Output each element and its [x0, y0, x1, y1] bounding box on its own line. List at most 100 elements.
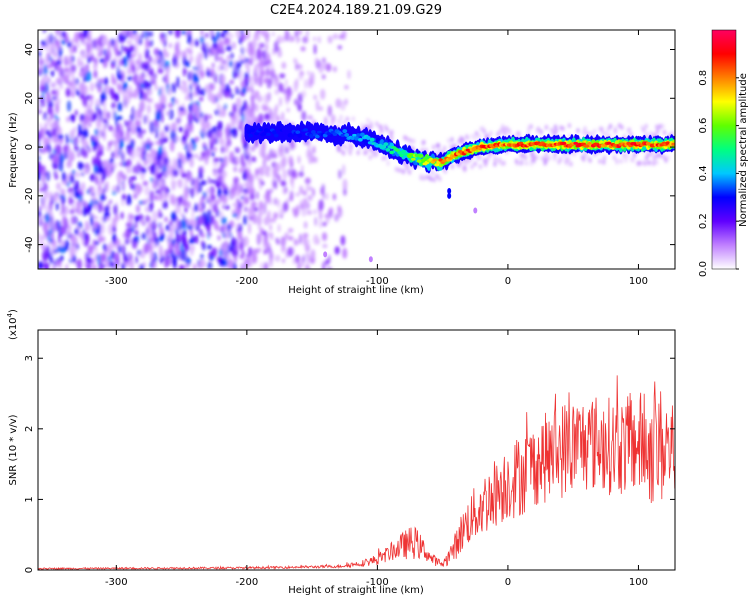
spectrogram-noise-cell — [187, 224, 193, 231]
spectrogram-noise-cell — [576, 128, 580, 134]
spectrogram-noise-cell — [187, 112, 193, 123]
spectrogram-noise-cell — [388, 130, 392, 136]
spectrogram-noise-cell — [532, 158, 536, 164]
spectrogram-noise-cell — [296, 36, 300, 44]
spectrogram-noise-cell — [191, 211, 195, 220]
spectrogram-noise-cell — [553, 152, 557, 158]
spectrogram-noise-cell — [302, 197, 308, 209]
spectrogram-noise-cell — [58, 152, 65, 164]
spectrogram-noise-cell — [146, 114, 150, 124]
spectrogram-noise-cell — [154, 236, 160, 246]
spectrogram-noise-cell — [565, 155, 569, 161]
spectrogram-ridge-cell — [340, 133, 346, 138]
colorbar-gradient — [711, 29, 737, 270]
spectrogram-noise-cell — [205, 196, 211, 201]
spectrogram-noise-cell — [217, 56, 223, 62]
spectrogram-noise-cell — [622, 152, 626, 158]
spectrogram-noise-cell — [146, 97, 152, 103]
spectrogram-noise-cell — [313, 94, 317, 100]
spectrogram-noise-cell — [158, 87, 162, 97]
spectrogram-noise-cell — [134, 220, 139, 229]
spectrogram-noise-cell — [149, 251, 154, 260]
spectrogram-noise-cell — [282, 186, 287, 195]
spectrogram-noise-cell — [123, 252, 127, 263]
spectrogram-noise-cell — [44, 82, 49, 95]
spectrogram-noise-cell — [56, 60, 62, 65]
spectrogram-noise-cell — [145, 197, 150, 203]
spectrogram-noise-cell — [84, 261, 88, 268]
spectrogram-noise-cell — [159, 159, 163, 171]
spectrogram-noise-cell — [161, 111, 164, 124]
spectrogram-noise-cell — [342, 178, 348, 190]
spectrogram-noise-cell — [155, 110, 161, 122]
spectrogram-noise-cell — [254, 63, 258, 74]
spectrogram-ridge-cell — [387, 145, 393, 149]
snr-panel: -300 -200 -100 0 100 0 1 2 3 Height of straight … — [6, 309, 676, 596]
spectrogram-noise-cell — [340, 148, 344, 154]
spectrogram-noise-cell — [342, 247, 348, 259]
spectrogram-noise-cell — [74, 78, 77, 90]
spectrogram-noise-cell — [232, 202, 239, 207]
spectrogram-noise-cell — [322, 243, 328, 249]
spectrogram-noise-cell — [94, 215, 98, 220]
spectrogram-noise-cell — [50, 70, 55, 77]
spectrogram-noise-cell — [188, 83, 193, 92]
spectrogram-noise-cell — [67, 100, 71, 112]
spectrogram-noise-cell — [216, 128, 223, 139]
spectrogram-noise-cell — [496, 131, 500, 137]
spectrogram-noise-cell — [82, 128, 89, 139]
spectrogram-noise-cell — [65, 263, 69, 269]
spectrogram-noise-cell — [217, 167, 224, 175]
spectrogram-noise-cell — [294, 98, 298, 106]
spectrogram-noise-cell — [289, 195, 293, 202]
spectrogram-noise-cell — [298, 171, 304, 178]
spectrogram-noise-cell — [213, 133, 217, 139]
spectrogram-noise-cell — [88, 148, 91, 153]
spectrogram-noise-cell — [249, 42, 252, 48]
spectrogram-noise-cell — [168, 220, 174, 227]
spectrogram-noise-cell — [631, 157, 635, 163]
spectrogram-noise-cell — [81, 53, 86, 60]
spectrogram-noise-cell — [100, 93, 104, 106]
spectrogram-noise-cell — [274, 254, 281, 262]
spectrogram-noise-cell — [79, 71, 84, 78]
spectrogram-noise-cell — [125, 30, 131, 38]
spectrogram-noise-cell — [125, 88, 129, 95]
spectrogram-noise-cell — [424, 174, 428, 180]
spectrogram-noise-cell — [265, 172, 271, 177]
spectrogram-noise-cell — [164, 216, 168, 223]
spectrogram-noise-cell — [119, 138, 124, 148]
spectrogram-noise-cell — [182, 154, 185, 166]
spectrogram-noise-cell — [609, 123, 612, 129]
spectrogram-noise-cell — [102, 206, 106, 213]
spectrogram-noise-cell — [211, 62, 215, 68]
spectrogram-noise-cell — [146, 88, 153, 96]
spectrogram-noise-cell — [199, 168, 203, 180]
spectrogram-noise-cell — [239, 167, 245, 173]
spectrogram-noise-cell — [250, 101, 256, 112]
spectrogram-noise-cell — [136, 145, 140, 153]
spectrogram-noise-cell — [661, 123, 665, 129]
spectrogram-noise-cell — [218, 258, 224, 267]
spectrogram-noise-cell — [39, 122, 42, 129]
spectrogram-noise-cell — [56, 261, 61, 266]
spectrogram-noise-cell — [379, 124, 383, 130]
spectrogram-noise-cell — [187, 33, 192, 45]
spectrogram-noise-cell — [167, 30, 174, 35]
spectrogram-noise-cell — [160, 56, 163, 68]
spectrogram-noise-cell — [154, 73, 157, 79]
spectrogram-noise-cell — [338, 169, 342, 180]
spectrogram-noise-cell — [267, 153, 270, 162]
spectrogram-noise-cell — [110, 90, 115, 100]
spectrogram-noise-cell — [201, 165, 205, 174]
spectrogram-noise-cell — [149, 190, 155, 201]
spectrogram-noise-cell — [174, 30, 181, 39]
snr-ylabel: SNR (10 * v/v) — [8, 414, 19, 485]
spectrogram-noise-cell — [302, 254, 306, 263]
spectrogram-noise-cell — [199, 35, 205, 44]
spectrogram-noise-cell — [77, 151, 80, 158]
spectrogram-noise-cell — [356, 150, 360, 156]
spectrogram-noise-cell — [494, 157, 498, 162]
spectrogram-noise-cell — [95, 156, 99, 167]
